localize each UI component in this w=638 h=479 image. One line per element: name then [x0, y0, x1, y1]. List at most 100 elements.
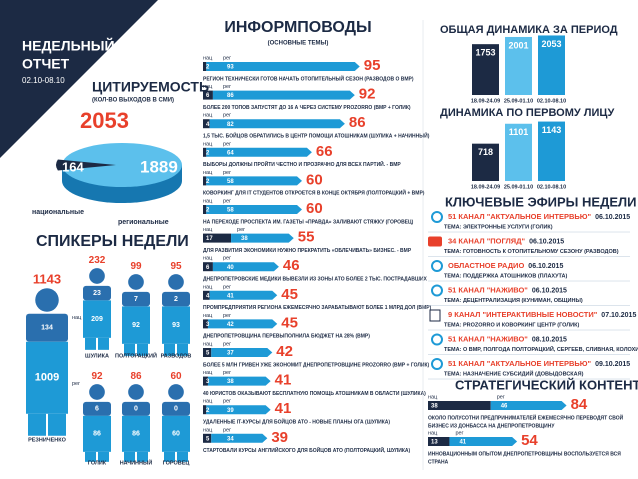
speaker-regional: 60 [172, 431, 180, 438]
dynamics-bar [472, 143, 499, 181]
bar-regional-value: 38 [227, 379, 234, 385]
dynamics-period: 25.09-01.10 [504, 184, 533, 190]
nat-label: нац [203, 84, 213, 90]
bar-national-value: 6 [206, 93, 210, 99]
broadcast-date: 06.10.2015 [532, 287, 567, 294]
pie-top [62, 143, 182, 187]
speaker-total: 60 [170, 371, 182, 382]
speaker-chest [122, 291, 150, 307]
channel-logo [431, 284, 443, 297]
speaker-name: ШУЛИКА [85, 353, 109, 359]
reg-label: рег [223, 313, 231, 319]
bar-regional-value: 39 [227, 408, 234, 414]
broadcast-date: 06.10.2015 [528, 263, 563, 270]
bar-total: 95 [364, 57, 381, 74]
channel-name: ОБЛАСТНОЕ РАДИО [448, 261, 524, 270]
speaker-total: 95 [170, 261, 182, 272]
speaker-regional: 86 [93, 431, 101, 438]
dynamics-period: 18.09-24.09 [471, 98, 500, 104]
speaker-leg [98, 451, 109, 462]
section-title: КЛЮЧЕВЫЕ ЭФИРЫ НЕДЕЛИ [445, 194, 636, 209]
speaker-name: ПОЛТОРАЦКИЙ [115, 351, 157, 359]
speaker-leg [137, 343, 148, 356]
dynamics-value: 1753 [475, 48, 495, 58]
bar-national-value: 2 [206, 150, 210, 156]
topic-text: ВЫБОРЫ ДОЛЖНЫ ПРОЙТИ ЧЕСТНО И ПРОЗРАЧНО … [203, 160, 401, 168]
topic-text: БОЛЕЕ 5 МЛН ГРИВЕН УЖЕ ЭКОНОМИТ ДНЕПРОПЕ… [203, 362, 430, 368]
speaker-leg [28, 413, 46, 436]
topic-text: ДЛЯ РАЗВИТИЯ ЭКОНОМИКИ НУЖНО ПРЕКРАТИТЬ … [203, 248, 412, 254]
section-title: СПИКЕРЫ НЕДЕЛИ [36, 233, 189, 250]
speaker-total: 92 [91, 371, 103, 382]
speaker-body [26, 341, 68, 414]
speaker-head [89, 268, 105, 284]
dynamics-value: 718 [478, 147, 493, 157]
nat-label: нац [203, 370, 213, 376]
speaker-leg [137, 451, 148, 462]
speaker-national: 6 [95, 406, 99, 413]
broadcast-date: 09.10.2015 [595, 361, 630, 368]
speaker-chest [122, 401, 150, 416]
topic-text: СТАРТОВАЛИ КУРСЫ АНГЛИЙСКОГО ДЛЯ БОЙЦОВ … [203, 446, 411, 454]
bar-total: 41 [275, 400, 292, 417]
section-title: ИНФОРМПОВОДЫ [224, 19, 371, 36]
broadcast-theme: ТЕМА: ЭЛЕКТРОННЫЕ УСЛУГИ (ГОЛИК) [444, 224, 553, 230]
bar-regional [449, 437, 518, 446]
nat-label: нац [203, 113, 213, 119]
broadcast-theme: ТЕМА: НАЗНАЧЕНИЕ СУБСИДИЙ (ДОВЫДОВСКАЯ) [444, 369, 584, 377]
bar-regional [212, 262, 279, 272]
speaker-name: РЕЗНИЧЕНКО [28, 437, 67, 443]
bar-regional-value: 34 [227, 436, 234, 442]
bar-total: 41 [275, 372, 292, 389]
bar-regional [212, 90, 355, 100]
broadcast-theme: ТЕМА: ГОТОВНОСТЬ К ОТОПИТЕЛЬНОМУ СЕЗОНУ … [444, 249, 619, 255]
bar-regional-value: 38 [241, 236, 248, 242]
nat-label: нац [203, 427, 213, 433]
dynamics-bar [505, 123, 532, 181]
header-title: НЕДЕЛЬНЫЙ [22, 37, 115, 54]
bar-regional-value: 40 [227, 265, 234, 271]
speaker-body [162, 415, 190, 452]
nat-label: нац [203, 399, 213, 405]
speaker-head [35, 288, 59, 312]
nat-label: нац [203, 256, 213, 262]
bar-total: 45 [281, 286, 298, 303]
broadcast-date: 06.10.2015 [529, 238, 564, 245]
speaker-leg [98, 337, 109, 350]
nat-label: нац [203, 198, 213, 204]
reg-label: рег [223, 198, 231, 204]
bar-regional-value: 86 [227, 93, 234, 99]
bar-national [203, 262, 213, 272]
speaker-head [128, 384, 144, 400]
bar-national-value: 2 [206, 65, 210, 71]
broadcast-date: 08.10.2015 [532, 336, 567, 343]
pie-slice [56, 159, 116, 171]
dynamics-period: 02.10-08.10 [537, 184, 566, 190]
bar-national [428, 401, 491, 410]
reg-label: рег [223, 256, 231, 262]
speaker-name: РАЗВОДОВ [161, 353, 192, 359]
bar-regional-value: 37 [227, 351, 234, 357]
channel-logo [431, 211, 443, 223]
bar-regional [211, 348, 273, 357]
speaker-leg [85, 451, 96, 462]
bar-national [203, 205, 207, 214]
section-title: ОБЩАЯ ДИНАМИКА ЗА ПЕРИОД [440, 24, 618, 36]
nat-label: нац [203, 313, 213, 319]
bar-regional [490, 401, 567, 410]
channel-name: 9 КАНАЛ "ИНТЕРАКТИВНЫЕ НОВОСТИ" [448, 310, 598, 319]
bar-regional [206, 205, 302, 214]
speaker-national: 0 [174, 406, 178, 413]
dynamics-bar [538, 121, 565, 181]
citations-total: 2053 [80, 108, 129, 133]
reg-label: рег [223, 427, 231, 433]
bar-national [203, 62, 207, 71]
speaker-total: 1143 [33, 272, 61, 287]
reg-label: рег [223, 284, 231, 290]
topic-text: 40 ЮРИСТОВ ОКАЗЫВАЮТ БЕСПЛАТНУЮ ПОМОЩЬ А… [203, 391, 426, 397]
speaker-regional: 1009 [35, 372, 59, 384]
bar-national [203, 405, 207, 415]
speaker-regional: 209 [91, 316, 103, 323]
channel-logo [431, 333, 443, 346]
